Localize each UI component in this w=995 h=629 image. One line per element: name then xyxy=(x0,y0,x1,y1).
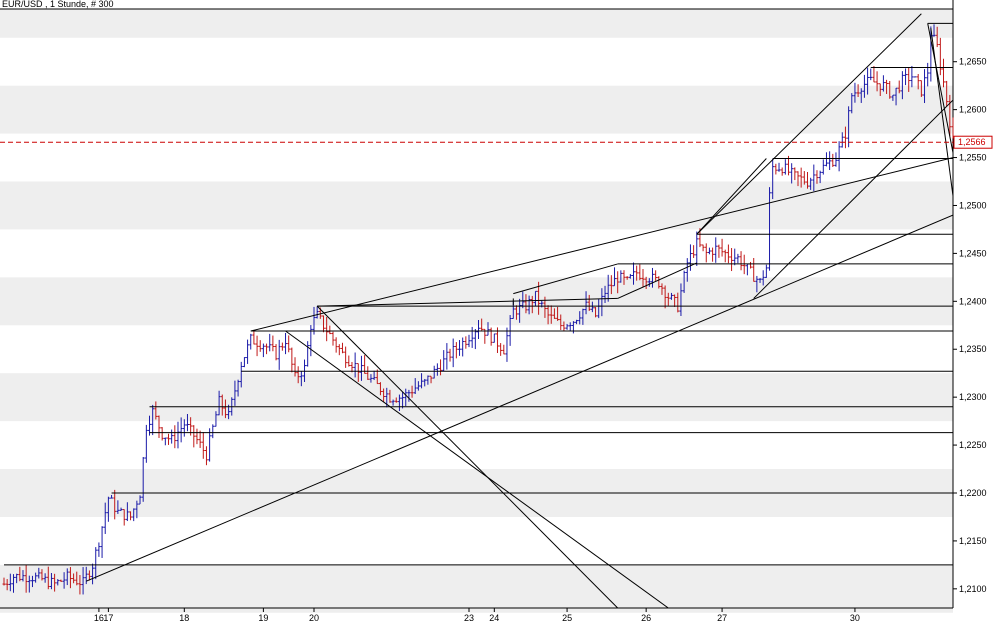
trendline xyxy=(285,330,669,608)
x-tick-label: 17 xyxy=(103,613,113,623)
y-tick-label: 1,2400 xyxy=(959,296,987,306)
trendline xyxy=(696,158,767,235)
y-tick-label: 1,2250 xyxy=(959,440,987,450)
x-tick-label: 24 xyxy=(489,613,499,623)
y-tick-label: 1,2100 xyxy=(959,584,987,594)
background-band xyxy=(0,564,953,613)
trendline xyxy=(317,297,618,307)
x-tick-label: 26 xyxy=(641,613,651,623)
x-tick-label: 20 xyxy=(309,613,319,623)
y-tick-label: 1,2550 xyxy=(959,153,987,163)
current-price-label: 1,2566 xyxy=(958,137,986,147)
background-band xyxy=(0,181,953,230)
trendline xyxy=(930,28,953,196)
y-tick-label: 1,2600 xyxy=(959,105,987,115)
trendline xyxy=(927,23,953,153)
x-tick-label: 25 xyxy=(562,613,572,623)
x-tick-label: 19 xyxy=(258,613,268,623)
trendline xyxy=(513,263,618,295)
y-tick-label: 1,2450 xyxy=(959,248,987,258)
trendline xyxy=(316,305,619,608)
x-tick-label: 30 xyxy=(850,613,860,623)
trendline xyxy=(617,262,697,299)
y-tick-label: 1,2500 xyxy=(959,200,987,210)
trendline xyxy=(86,214,953,582)
x-tick-label: 16 xyxy=(94,613,104,623)
y-tick-label: 1,2300 xyxy=(959,392,987,402)
trendline xyxy=(696,13,922,235)
y-tick-label: 1,2350 xyxy=(959,344,987,354)
chart-title: EUR/USD , 1 Stunde, # 300 xyxy=(2,0,114,9)
current-price-box xyxy=(953,135,993,149)
trendline xyxy=(753,99,953,299)
x-tick-label: 23 xyxy=(464,613,474,623)
x-tick-label: 18 xyxy=(179,613,189,623)
x-tick-label: 27 xyxy=(717,613,727,623)
background-band xyxy=(0,373,953,422)
y-tick-label: 1,2150 xyxy=(959,536,987,546)
background-band xyxy=(0,9,953,38)
y-tick-label: 1,2650 xyxy=(959,57,987,67)
y-tick-label: 1,2200 xyxy=(959,488,987,498)
trendline xyxy=(250,157,953,332)
background-band xyxy=(0,85,953,134)
background-band xyxy=(0,277,953,326)
